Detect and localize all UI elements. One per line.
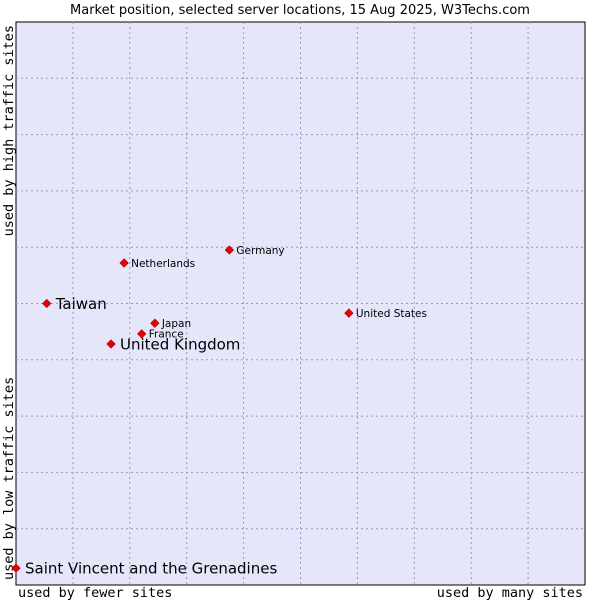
point-marker-united-states — [344, 308, 354, 318]
point-marker-taiwan — [42, 298, 52, 309]
point-marker-germany — [224, 245, 234, 255]
chart-title: Market position, selected server locatio… — [70, 3, 530, 18]
y-axis-label-bottom: used by low traffic sites — [1, 377, 17, 580]
y-axis-label-top: used by high traffic sites — [1, 25, 17, 236]
data-points: Germany Netherlands Taiwan United States Jap… — [11, 245, 427, 578]
point-label-france: France — [149, 329, 184, 341]
x-axis-label-left: used by fewer sites — [18, 585, 172, 600]
point-marker-united-kingdom — [106, 339, 116, 349]
point-label-united-states: United States — [356, 308, 427, 320]
point-label-germany: Germany — [236, 245, 284, 257]
point-label-japan: Japan — [161, 318, 191, 330]
point-marker-france — [137, 329, 147, 339]
point-marker-saint-vincent-and-the-grenadines — [11, 563, 21, 573]
point-label-taiwan: Taiwan — [55, 295, 107, 313]
point-marker-netherlands — [119, 258, 129, 268]
point-marker-japan — [150, 318, 160, 328]
point-label-saint-vincent-and-the-grenadines: Saint Vincent and the Grenadines — [25, 560, 277, 578]
point-label-united-kingdom: United Kingdom — [120, 336, 240, 354]
point-label-netherlands: Netherlands — [131, 258, 195, 270]
grid-lines — [16, 22, 585, 585]
x-axis-label-right: used by many sites — [437, 585, 583, 600]
